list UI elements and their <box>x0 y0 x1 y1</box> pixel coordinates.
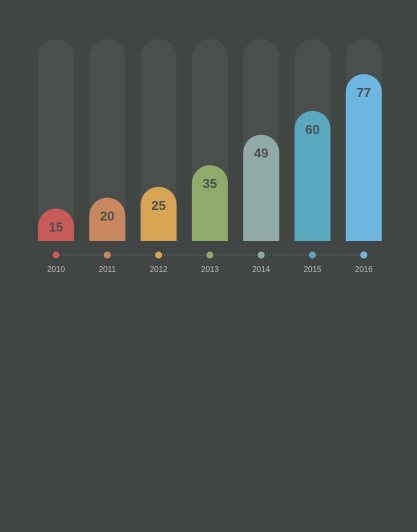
bar-2011 <box>89 197 126 241</box>
x-axis: 2010 2011 2012 2013 2014 2015 2016 <box>47 251 373 274</box>
bar-2010 <box>38 208 74 241</box>
value-label-2015: 60 <box>305 122 319 137</box>
value-label-layer: 15 20 25 35 49 60 77 <box>49 85 371 234</box>
axis-dot-2011 <box>103 251 111 259</box>
value-label-2013: 35 <box>203 176 217 191</box>
bar-2016 <box>345 74 382 241</box>
bar-track-2011 <box>89 39 126 241</box>
bar-track-2010 <box>38 39 74 241</box>
axis-dot-2016 <box>360 251 368 259</box>
x-tick-label-2014: 2014 <box>252 265 270 274</box>
x-tick-label-2015: 2015 <box>304 265 322 274</box>
axis-dot-2014 <box>257 251 265 259</box>
value-label-2011: 20 <box>100 209 114 224</box>
bar-2013 <box>191 165 228 241</box>
bar-2015 <box>294 110 331 241</box>
value-label-2012: 25 <box>151 198 165 213</box>
bar-2014 <box>243 134 280 241</box>
axis-dot-2012 <box>155 251 163 259</box>
x-tick-label-2013: 2013 <box>201 265 219 274</box>
x-tick-label-2012: 2012 <box>150 265 168 274</box>
value-label-2014: 49 <box>254 146 268 161</box>
value-label-2010: 15 <box>49 219 63 234</box>
x-tick-label-2010: 2010 <box>47 265 65 274</box>
bar-2012 <box>140 186 177 241</box>
x-tick-label-2016: 2016 <box>355 265 373 274</box>
x-tick-label-2011: 2011 <box>99 265 117 274</box>
axis-dot-2015 <box>309 251 316 259</box>
axis-dot-2013 <box>206 251 214 259</box>
value-label-2016: 77 <box>357 85 371 100</box>
axis-dot-2010 <box>52 251 60 259</box>
bar-layer <box>38 74 382 241</box>
